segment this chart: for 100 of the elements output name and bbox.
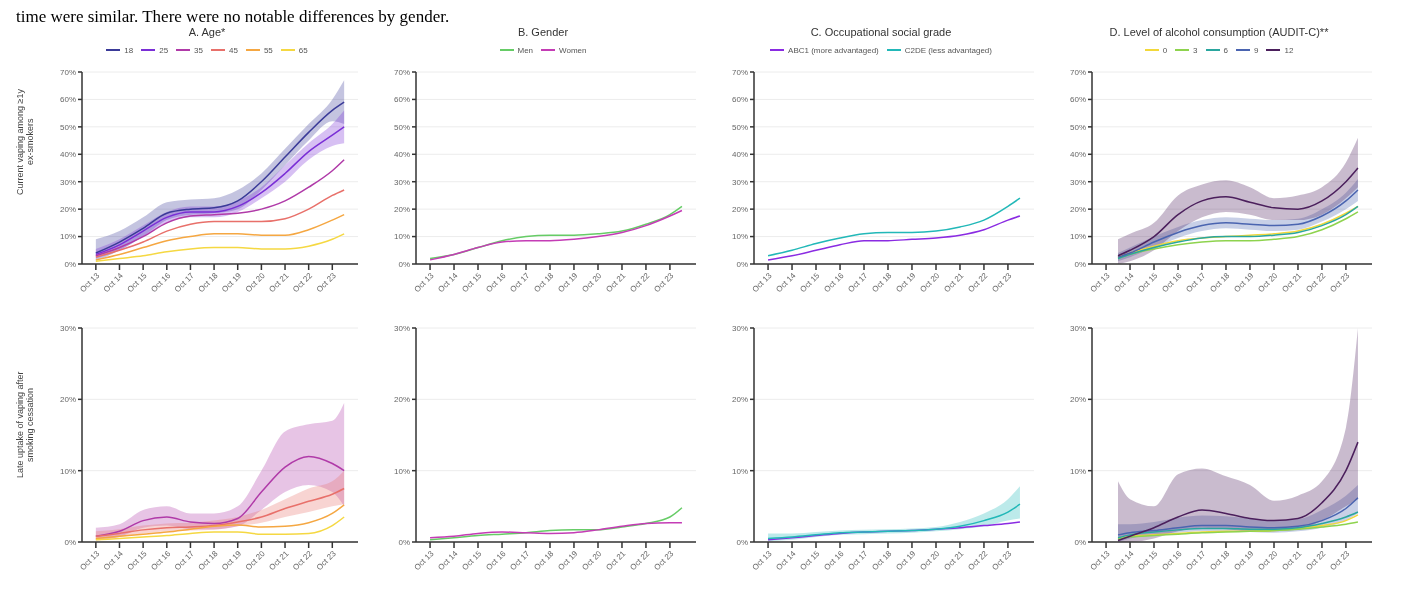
x-tick-label: Oct 13 bbox=[750, 270, 774, 295]
line-series bbox=[95, 213, 345, 261]
x-tick-label: Oct 23 bbox=[652, 548, 676, 573]
y-tick-label: 20% bbox=[393, 204, 410, 214]
x-tick-label: Oct 13 bbox=[1088, 270, 1112, 295]
y-tick-label: 60% bbox=[59, 95, 76, 105]
legend-label: 18 bbox=[124, 45, 134, 55]
x-tick-label: Oct 14 bbox=[1112, 548, 1136, 573]
y-tick-label: 50% bbox=[393, 122, 410, 132]
legend-label: ABC1 (more advantaged) bbox=[788, 45, 879, 55]
x-tick-label: Oct 23 bbox=[990, 548, 1014, 573]
line-series bbox=[429, 521, 683, 539]
line-series bbox=[429, 507, 683, 541]
chart-title: D. Level of alcohol consumption (AUDIT-C)** bbox=[1108, 26, 1330, 40]
y-tick-label: 10% bbox=[731, 466, 748, 476]
x-tick-label: Oct 14 bbox=[1112, 270, 1136, 295]
x-tick-label: Oct 20 bbox=[918, 270, 942, 295]
x-tick-label: Oct 22 bbox=[291, 270, 315, 295]
y-tick-label: 50% bbox=[1069, 122, 1086, 132]
line-series bbox=[95, 504, 345, 540]
x-tick-label: Oct 18 bbox=[1208, 270, 1232, 295]
chart-title: C. Occupational social grade bbox=[809, 26, 953, 40]
line-series bbox=[95, 189, 345, 258]
x-tick-label: Oct 19 bbox=[220, 548, 244, 573]
y-tick-label: 0% bbox=[736, 537, 748, 547]
x-tick-label: Oct 15 bbox=[1136, 548, 1160, 573]
y-tick-label: 30% bbox=[1069, 323, 1086, 333]
x-tick-label: Oct 19 bbox=[894, 548, 918, 573]
x-tick-label: Oct 23 bbox=[314, 270, 339, 295]
y-tick-label: 10% bbox=[59, 466, 76, 476]
legend-label: 25 bbox=[159, 45, 169, 55]
x-tick-label: Oct 17 bbox=[846, 270, 870, 295]
x-tick-label: Oct 13 bbox=[412, 548, 436, 573]
x-tick-label: Oct 14 bbox=[436, 270, 460, 295]
y-tick-label: 30% bbox=[393, 323, 410, 333]
x-tick-label: Oct 13 bbox=[78, 548, 102, 573]
y-tick-label: 40% bbox=[1069, 150, 1086, 160]
legend-label: 55 bbox=[263, 45, 273, 55]
legend-label: 0 bbox=[1162, 45, 1168, 55]
x-tick-label: Oct 14 bbox=[774, 270, 798, 295]
x-tick-label: Oct 19 bbox=[894, 270, 918, 295]
x-tick-label: Oct 23 bbox=[652, 270, 676, 295]
legend-label: Men bbox=[517, 45, 534, 55]
x-tick-label: Oct 17 bbox=[846, 548, 870, 573]
x-tick-label: Oct 18 bbox=[532, 548, 556, 573]
x-tick-label: Oct 16 bbox=[1160, 548, 1184, 573]
x-tick-label: Oct 19 bbox=[556, 548, 580, 573]
x-tick-label: Oct 20 bbox=[243, 270, 268, 295]
x-tick-label: Oct 19 bbox=[556, 270, 580, 295]
line-series bbox=[767, 503, 1021, 540]
x-tick-label: Oct 17 bbox=[508, 270, 532, 295]
y-tick-label: 70% bbox=[731, 67, 748, 77]
x-tick-label: Oct 22 bbox=[966, 548, 990, 573]
x-tick-label: Oct 15 bbox=[125, 548, 149, 573]
y-tick-label: 10% bbox=[59, 232, 76, 242]
x-tick-label: Oct 21 bbox=[942, 270, 966, 295]
y-tick-label: 40% bbox=[393, 150, 410, 160]
x-tick-label: Oct 15 bbox=[798, 270, 822, 295]
x-tick-label: Oct 23 bbox=[1328, 270, 1352, 295]
line-series bbox=[95, 159, 345, 257]
x-tick-label: Oct 16 bbox=[822, 270, 846, 295]
y-tick-label: 10% bbox=[731, 232, 748, 242]
x-tick-label: Oct 22 bbox=[628, 548, 652, 573]
x-tick-label: Oct 18 bbox=[196, 270, 220, 295]
y-tick-label: 60% bbox=[393, 95, 410, 105]
y-axis-title: Late uptake of vaping after smoking cessation bbox=[15, 370, 35, 480]
x-tick-label: Oct 20 bbox=[1256, 270, 1280, 295]
legend-label: C2DE (less advantaged) bbox=[904, 45, 992, 55]
y-tick-label: 50% bbox=[731, 122, 748, 132]
y-tick-label: 0% bbox=[736, 259, 748, 269]
x-tick-label: Oct 22 bbox=[966, 270, 990, 295]
x-tick-label: Oct 13 bbox=[78, 270, 102, 295]
x-tick-label: Oct 15 bbox=[798, 548, 822, 573]
y-tick-label: 30% bbox=[731, 177, 748, 187]
y-tick-label: 20% bbox=[1069, 204, 1086, 214]
line-series bbox=[95, 516, 345, 541]
text: time were similar. There were no notable differences by gender. bbox=[16, 7, 451, 26]
x-tick-label: Oct 14 bbox=[774, 548, 798, 573]
y-tick-label: 30% bbox=[393, 177, 410, 187]
legend-label: 12 bbox=[1284, 45, 1294, 55]
y-tick-label: 0% bbox=[398, 537, 410, 547]
y-tick-label: 0% bbox=[1074, 537, 1086, 547]
y-tick-label: 10% bbox=[393, 232, 410, 242]
x-tick-label: Oct 18 bbox=[870, 548, 894, 573]
x-tick-label: Oct 16 bbox=[484, 548, 508, 573]
x-tick-label: Oct 22 bbox=[628, 270, 652, 295]
y-tick-label: 20% bbox=[1069, 395, 1086, 405]
line-series bbox=[95, 487, 345, 538]
x-tick-label: Oct 21 bbox=[942, 548, 966, 573]
y-tick-label: 20% bbox=[731, 204, 748, 214]
x-tick-label: Oct 20 bbox=[580, 270, 604, 295]
y-tick-label: 10% bbox=[393, 466, 410, 476]
y-tick-label: 40% bbox=[731, 150, 748, 160]
x-tick-label: Oct 14 bbox=[101, 270, 126, 295]
legend-label: 35 bbox=[194, 45, 203, 55]
x-tick-label: Oct 15 bbox=[460, 270, 484, 295]
chart-title: B. Gender bbox=[516, 26, 570, 40]
y-tick-label: 10% bbox=[1069, 466, 1086, 476]
x-tick-label: Oct 23 bbox=[314, 548, 339, 573]
x-tick-label: Oct 21 bbox=[267, 548, 291, 573]
